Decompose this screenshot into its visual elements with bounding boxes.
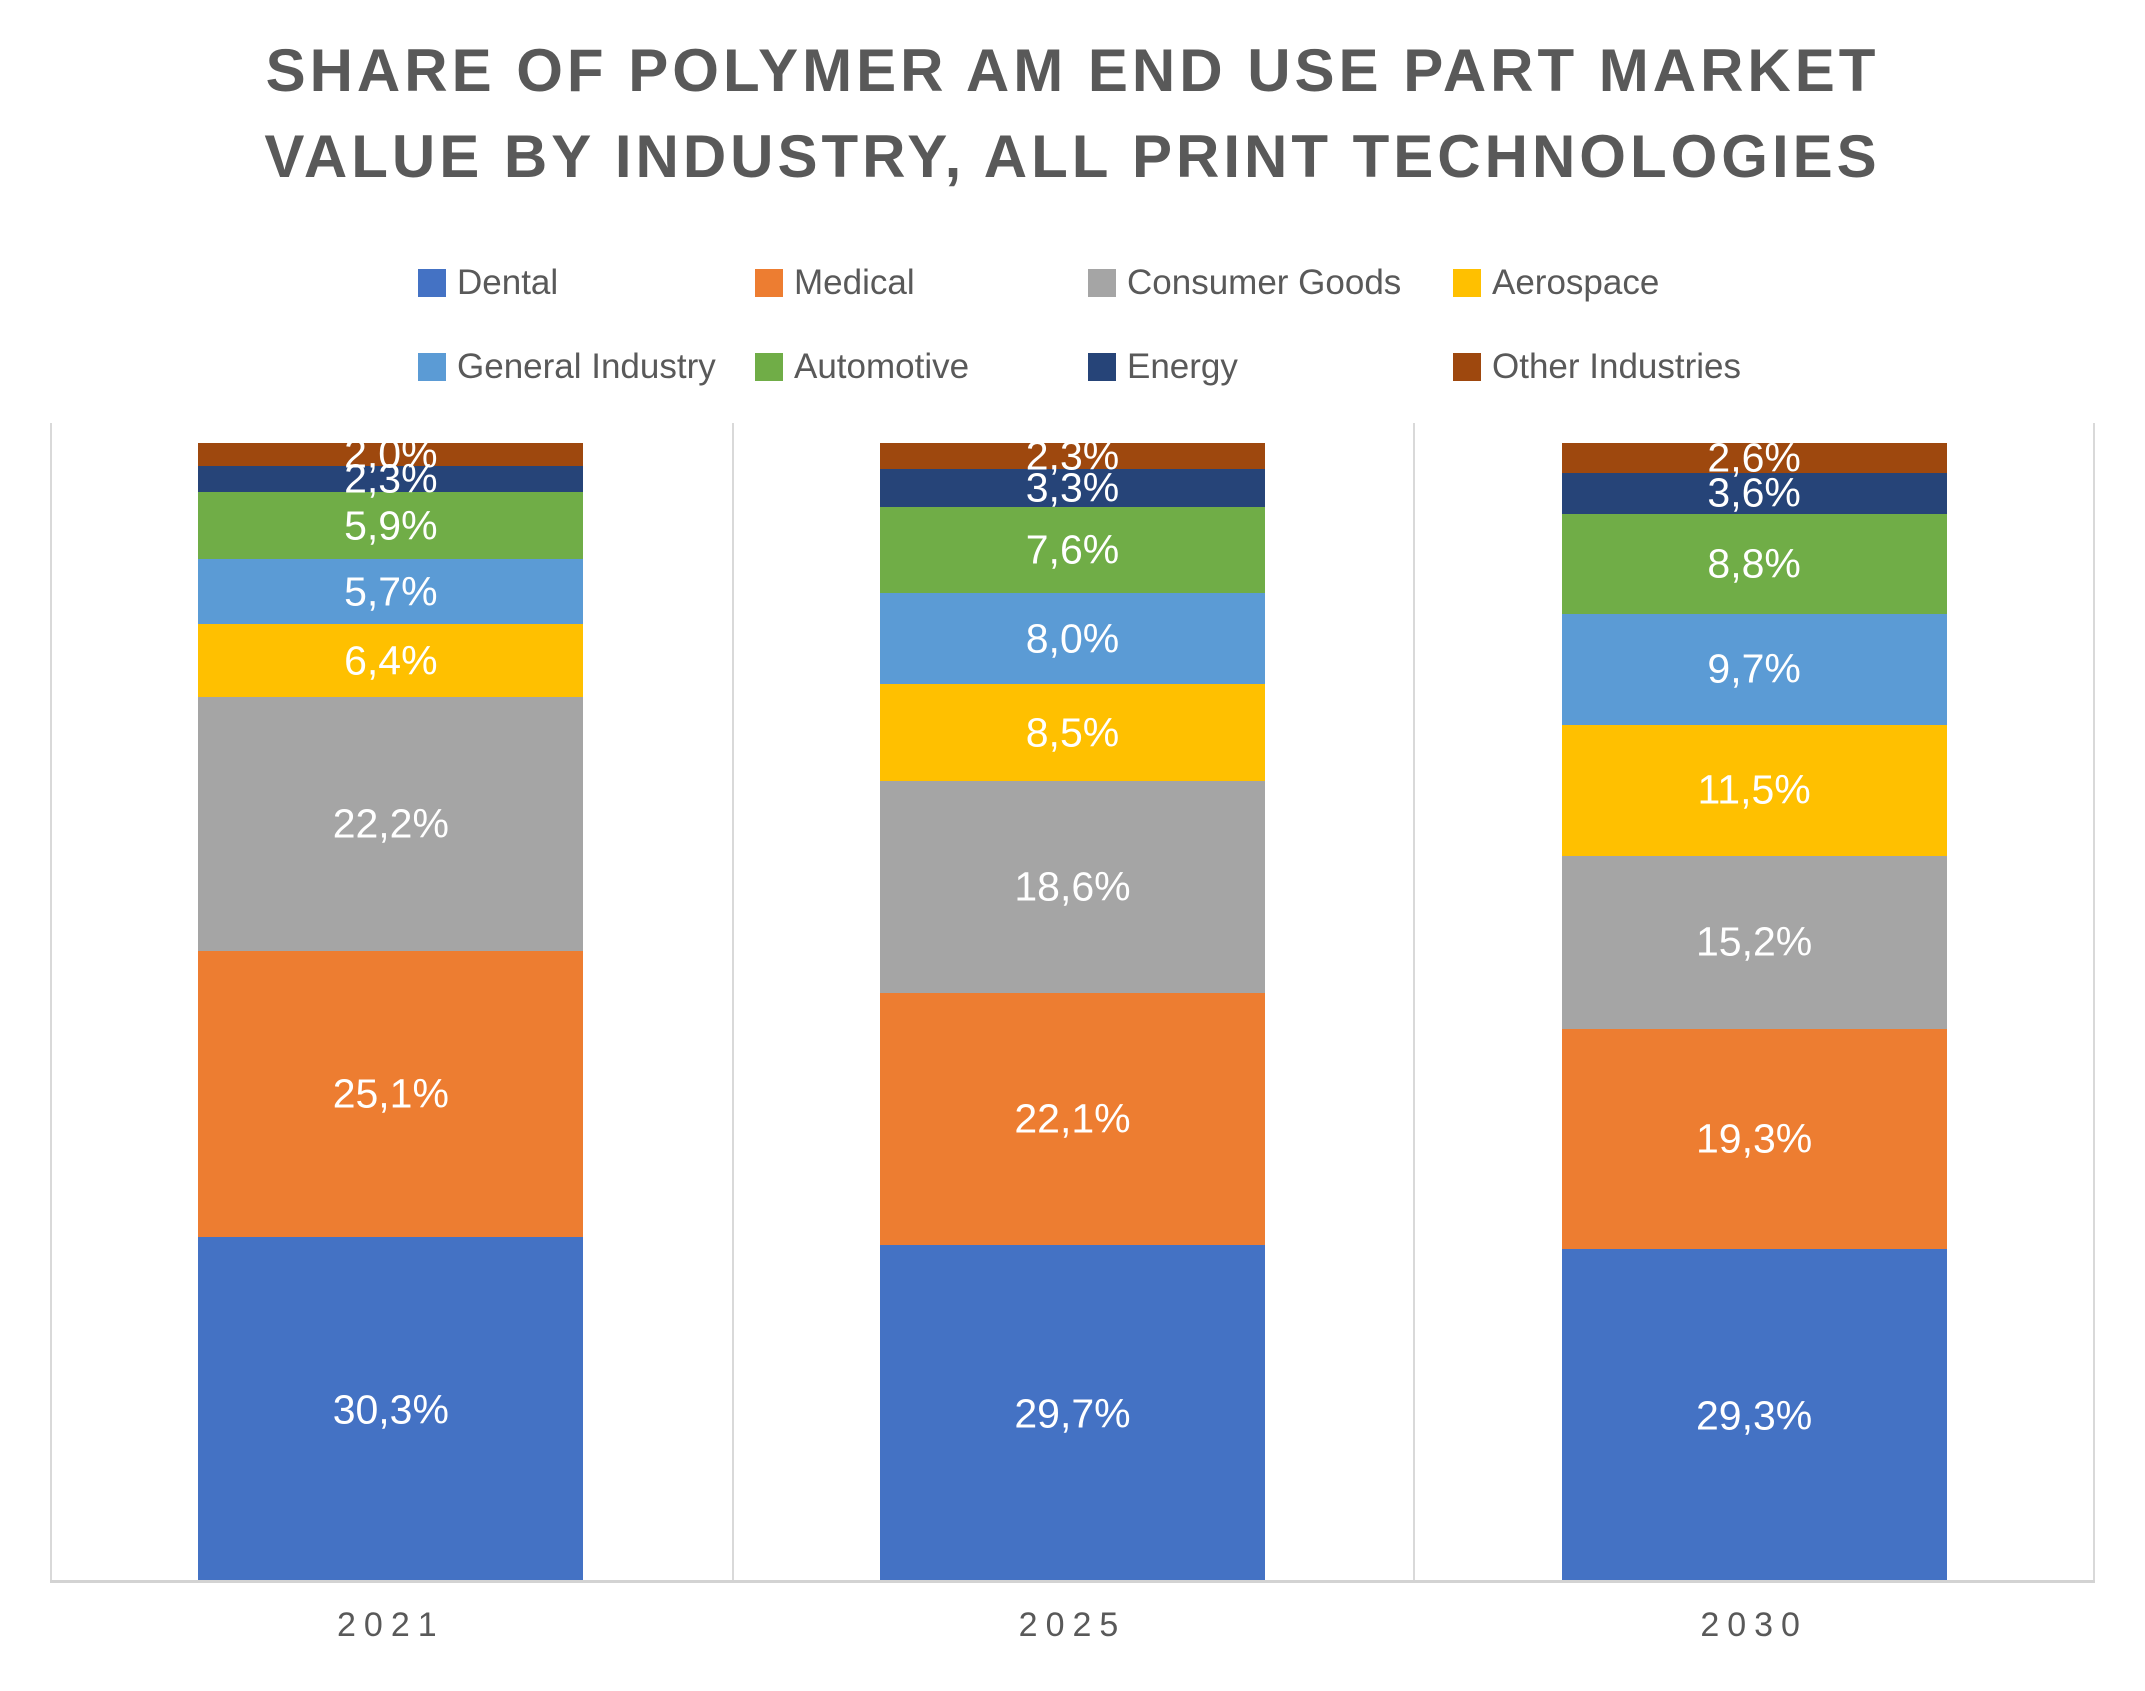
x-axis-labels: 2021 2025 2030: [50, 1606, 2095, 1645]
value-label-2030-energy: 3,6%: [1707, 469, 1801, 516]
legend-swatch-medical: [755, 269, 783, 297]
value-label-2021-dental: 30,3%: [332, 1386, 449, 1433]
segment-2030-aerospace: 11,5%: [1561, 724, 1947, 856]
chart-title: SHARE OF POLYMER AM END USE PART MARKET …: [0, 28, 2145, 200]
legend-swatch-general-industry: [418, 353, 446, 381]
x-axis-label-2030: 2030: [1700, 1606, 1808, 1644]
value-label-2025-consumer-goods: 18,6%: [1014, 863, 1131, 910]
segment-2025-other-industries: 2,3%: [879, 433, 1265, 479]
legend-item-general-industry: General Industry: [418, 347, 755, 387]
value-label-2025-automotive: 7,6%: [1025, 526, 1120, 573]
value-label-2025-aerospace: 8,5%: [1025, 709, 1120, 756]
legend-label-aerospace: Aerospace: [1492, 263, 1660, 302]
segment-2025-automotive: 7,6%: [879, 506, 1265, 594]
chart-title-line2: VALUE BY INDUSTRY, ALL PRINT TECHNOLOGIE…: [264, 123, 1881, 190]
legend-label-consumer-goods: Consumer Goods: [1127, 263, 1402, 302]
value-label-2021-general-industry: 5,7%: [344, 568, 438, 615]
segment-2030-energy: 3,6%: [1561, 469, 1947, 516]
legend-swatch-other-industries: [1453, 353, 1481, 381]
value-label-2030-other-industries: 2,6%: [1707, 434, 1801, 481]
category-band-2025: 29,7% 22,1% 18,6% 8,5% 8,0% 7,6% 3,3% 2,3%: [732, 423, 1414, 1583]
segment-2021-medical: 25,1%: [198, 950, 584, 1238]
value-label-2021-automotive: 5,9%: [344, 502, 438, 549]
segment-2030-consumer-goods: 15,2%: [1561, 855, 1947, 1029]
segment-2025-dental: 29,7%: [879, 1244, 1265, 1583]
legend-label-general-industry: General Industry: [457, 347, 716, 386]
segment-2025-energy: 3,3%: [879, 465, 1265, 511]
gridline-mid-1: [731, 423, 734, 1583]
bar-2030: 29,3% 19,3% 15,2% 11,5% 9,7% 8,8% 3,6% 2,6%: [1561, 434, 1947, 1583]
legend-item-automotive: Automotive: [755, 347, 1088, 387]
segment-2021-energy: 2,3%: [198, 455, 584, 501]
segment-2021-automotive: 5,9%: [198, 492, 584, 560]
x-axis-label-2021: 2021: [337, 1606, 445, 1644]
gridline-right: [2093, 423, 2095, 1583]
value-label-2025-general-industry: 8,0%: [1025, 615, 1120, 662]
legend-label-medical: Medical: [794, 263, 915, 302]
legend-label-dental: Dental: [457, 263, 559, 302]
chart-title-line1: SHARE OF POLYMER AM END USE PART MARKET: [265, 37, 1880, 104]
segment-2025-medical: 22,1%: [879, 993, 1265, 1245]
segment-2025-aerospace: 8,5%: [879, 684, 1265, 782]
bar-2021: 30,3% 25,1% 22,2% 6,4% 5,7% 5,9% 2,3% 2,0%: [198, 431, 584, 1583]
legend-swatch-aerospace: [1453, 269, 1481, 297]
value-label-2021-energy: 2,3%: [344, 455, 438, 502]
gridline-left: [50, 423, 52, 1583]
legend-swatch-automotive: [755, 353, 783, 381]
legend: Dental Medical Consumer Goods Aerospace Gene…: [418, 263, 1813, 387]
value-label-2021-aerospace: 6,4%: [344, 637, 438, 684]
value-label-2025-medical: 22,1%: [1014, 1095, 1131, 1142]
segment-2021-consumer-goods: 22,2%: [198, 697, 584, 951]
legend-item-aerospace: Aerospace: [1453, 263, 1813, 303]
legend-item-dental: Dental: [418, 263, 755, 303]
plot-area: 30,3% 25,1% 22,2% 6,4% 5,7% 5,9% 2,3% 2,0% 29,7%…: [50, 423, 2095, 1583]
category-band-2021: 30,3% 25,1% 22,2% 6,4% 5,7% 5,9% 2,3% 2,0%: [50, 423, 732, 1583]
value-label-2030-dental: 29,3%: [1696, 1392, 1813, 1439]
x-axis-label-2025: 2025: [1018, 1606, 1127, 1644]
legend-label-automotive: Automotive: [794, 347, 970, 386]
category-band-2030: 29,3% 19,3% 15,2% 11,5% 9,7% 8,8% 3,6% 2,6%: [1413, 423, 2095, 1583]
value-label-2030-consumer-goods: 15,2%: [1696, 918, 1813, 965]
legend-item-other-industries: Other Industries: [1453, 347, 1813, 387]
value-label-2025-other-industries: 2,3%: [1025, 432, 1120, 479]
legend-item-medical: Medical: [755, 263, 1088, 303]
value-label-2030-general-industry: 9,7%: [1707, 645, 1801, 692]
segment-2021-dental: 30,3%: [198, 1237, 584, 1583]
segment-2025-general-industry: 8,0%: [879, 593, 1265, 685]
x-axis-line: [50, 1580, 2095, 1583]
segment-2021-aerospace: 6,4%: [198, 624, 584, 698]
legend-swatch-dental: [418, 269, 446, 297]
segment-2030-general-industry: 9,7%: [1561, 614, 1947, 725]
segment-2030-other-industries: 2,6%: [1561, 434, 1947, 480]
segment-2025-consumer-goods: 18,6%: [879, 781, 1265, 994]
segment-2021-general-industry: 5,7%: [198, 559, 584, 625]
value-label-2021-other-industries: 2,0%: [344, 430, 438, 477]
segment-2030-medical: 19,3%: [1561, 1028, 1947, 1249]
value-label-2025-energy: 3,3%: [1025, 464, 1120, 511]
legend-label-other-industries: Other Industries: [1492, 347, 1741, 386]
value-label-2025-dental: 29,7%: [1014, 1390, 1131, 1437]
bar-2025: 29,7% 22,1% 18,6% 8,5% 8,0% 7,6% 3,3% 2,3%: [879, 433, 1265, 1583]
legend-item-energy: Energy: [1088, 347, 1453, 387]
bars-row: 30,3% 25,1% 22,2% 6,4% 5,7% 5,9% 2,3% 2,0% 29,7%…: [50, 423, 2095, 1583]
legend-swatch-energy: [1088, 353, 1116, 381]
value-label-2030-aerospace: 11,5%: [1697, 766, 1811, 813]
value-label-2021-consumer-goods: 22,2%: [332, 800, 449, 847]
value-label-2021-medical: 25,1%: [332, 1070, 449, 1117]
legend-swatch-consumer-goods: [1088, 269, 1116, 297]
segment-2030-dental: 29,3%: [1561, 1248, 1947, 1583]
value-label-2030-medical: 19,3%: [1696, 1115, 1813, 1162]
legend-label-energy: Energy: [1127, 347, 1238, 386]
value-label-2030-automotive: 8,8%: [1707, 540, 1801, 587]
segment-2030-automotive: 8,8%: [1561, 513, 1947, 615]
legend-item-consumer-goods: Consumer Goods: [1088, 263, 1453, 303]
segment-2021-other-industries: 2,0%: [198, 431, 584, 477]
gridline-mid-2: [1413, 423, 1416, 1583]
